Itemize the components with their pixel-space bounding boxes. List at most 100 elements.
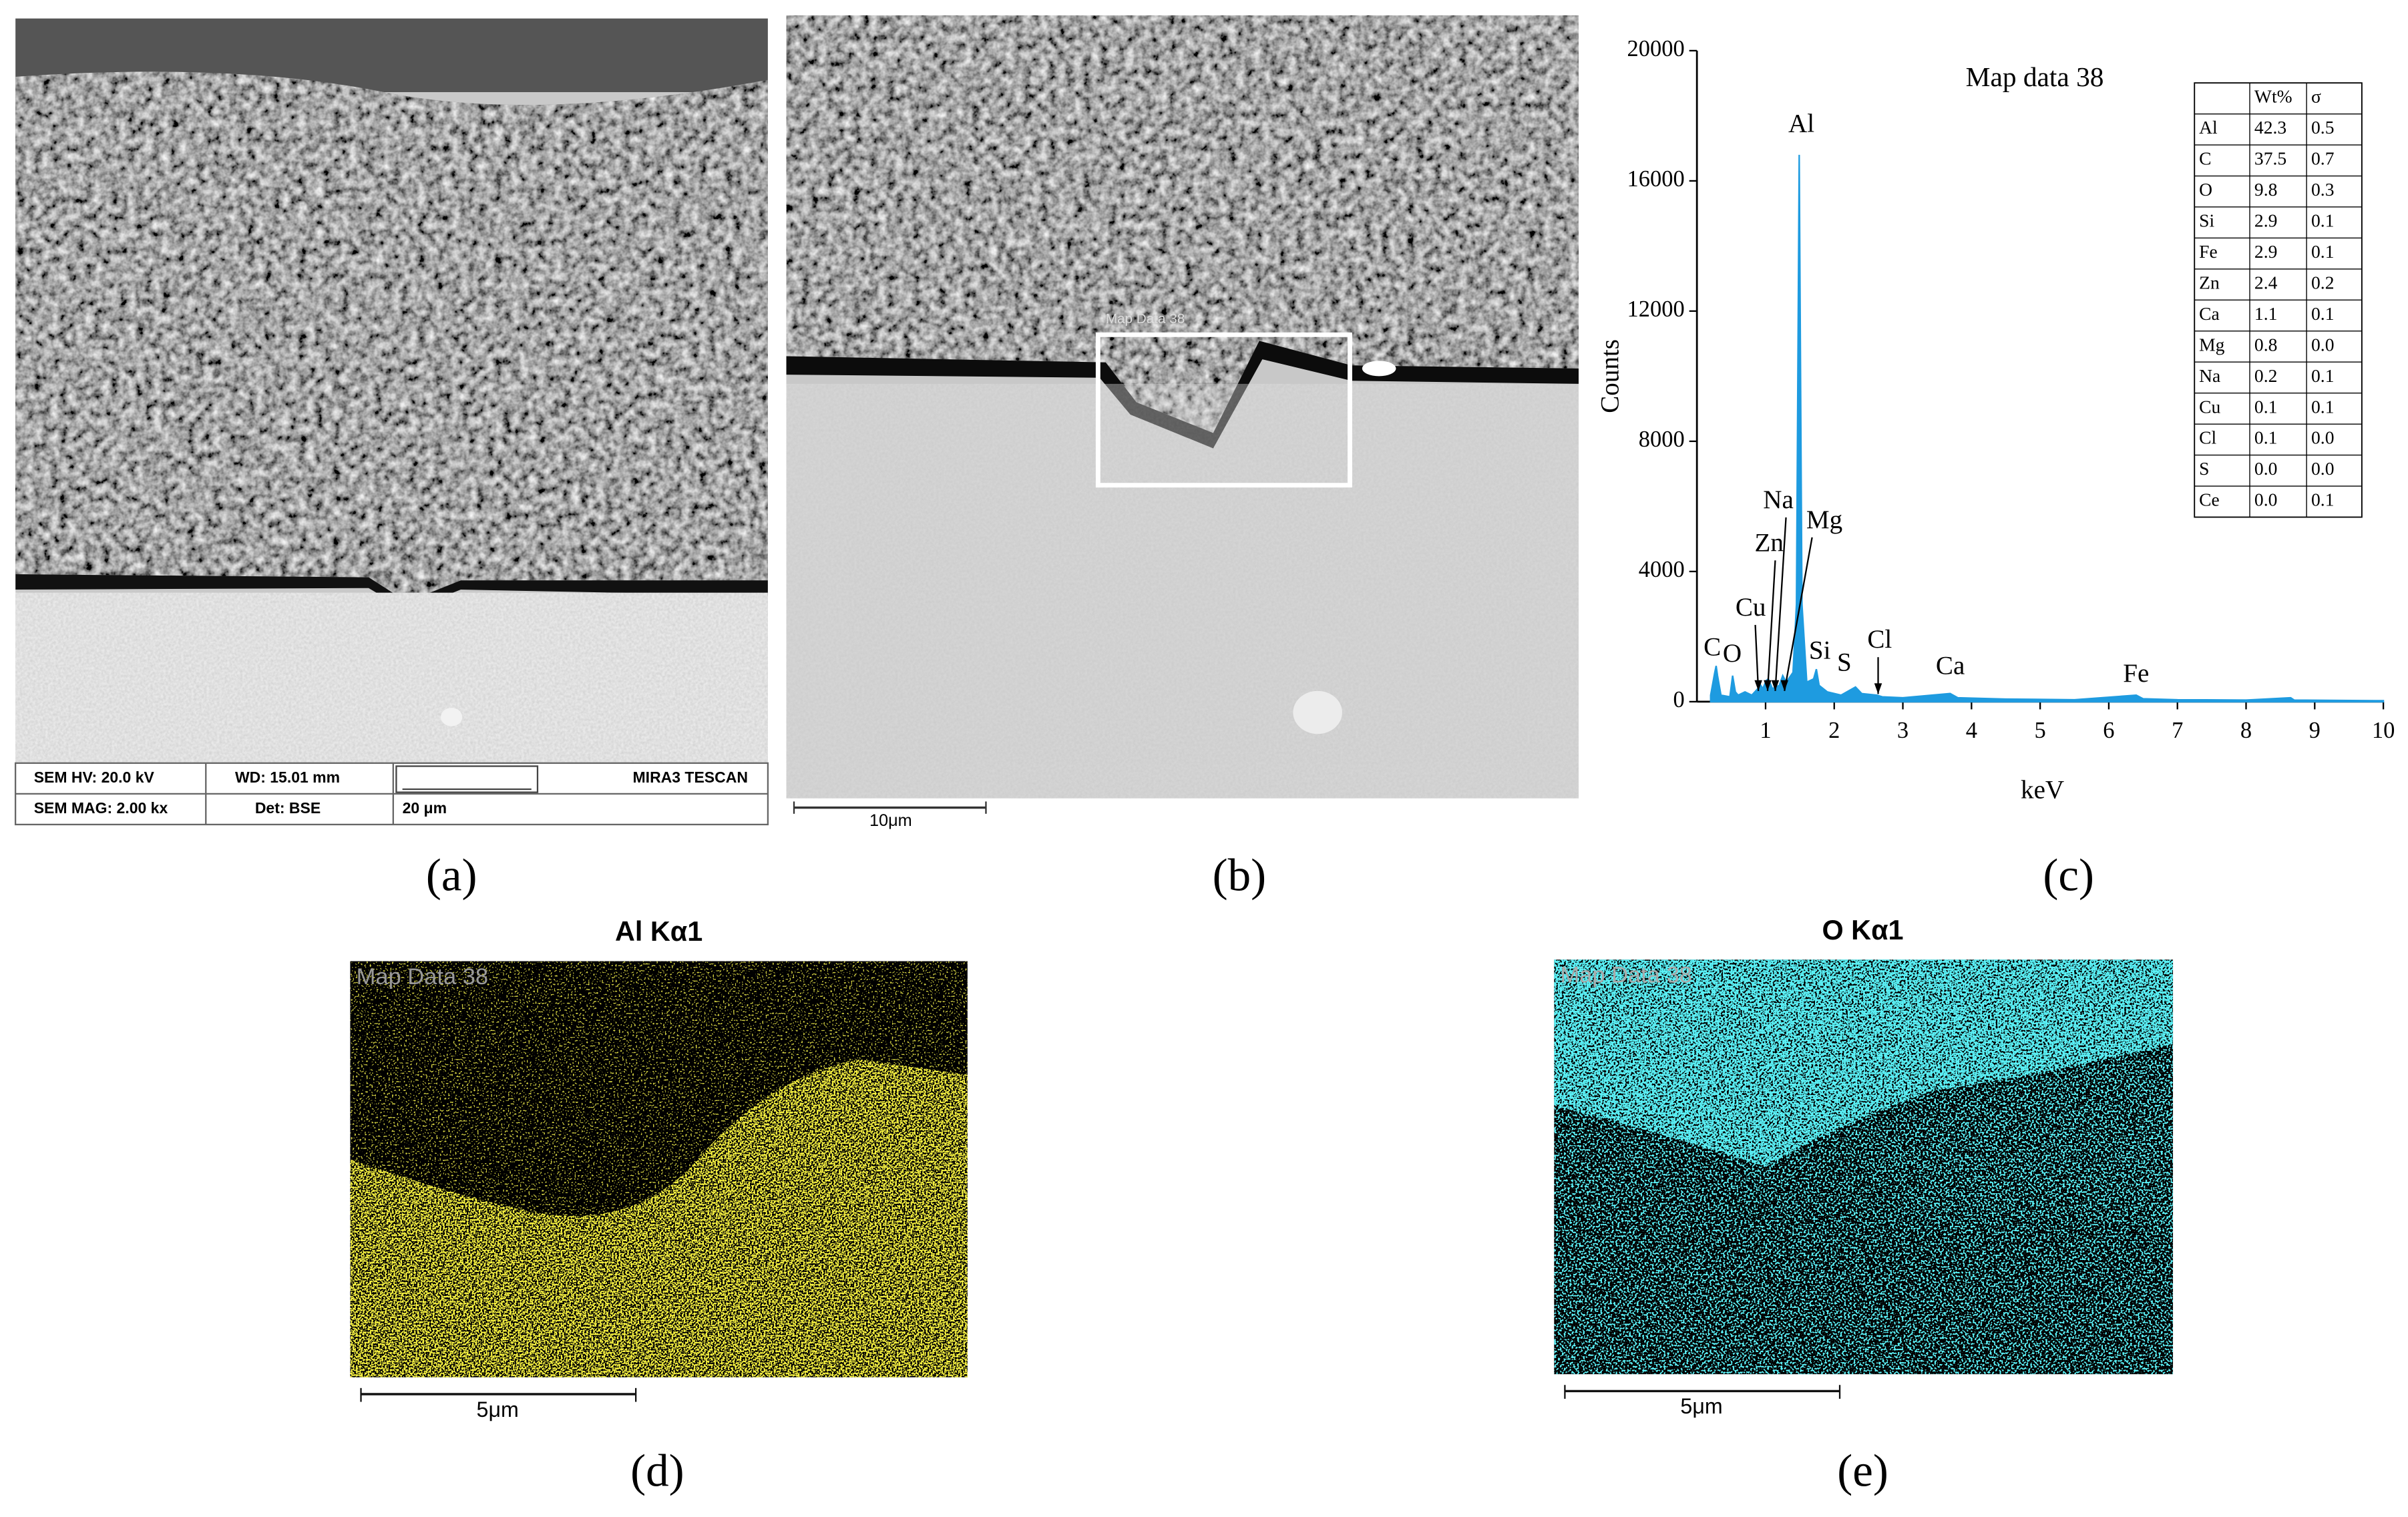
peak-label: Fe [2123, 659, 2149, 688]
table-cell: 42.3 [2254, 117, 2286, 138]
table-cell: 0.0 [2254, 458, 2277, 479]
table-cell: 0.0 [2311, 334, 2334, 355]
table-cell: 0.1 [2311, 396, 2334, 417]
eds-spectrum-chart: Map data 38 keV Counts 04000800012000160… [1596, 36, 2395, 805]
arrow-head [1754, 680, 1762, 691]
table-cell: Cl [2199, 427, 2216, 448]
table-cell: 1.1 [2254, 303, 2277, 324]
table-cell: 0.1 [2254, 427, 2277, 448]
arrow-head [1874, 683, 1882, 694]
panel-label: (b) [1213, 849, 1266, 900]
table-cell: 0.3 [2311, 179, 2334, 200]
table-cell: 0.8 [2254, 334, 2277, 355]
peak-arrow [1754, 624, 1760, 691]
info-text: 20 μm [403, 799, 447, 817]
x-tick-label: 8 [2240, 718, 2252, 743]
table-cell: Si [2199, 210, 2214, 231]
scale-label: 5μm [1680, 1394, 1722, 1418]
x-tick-label: 4 [1966, 718, 1977, 743]
peak-label: Si [1809, 636, 1831, 664]
table-cell: 0.5 [2311, 117, 2334, 138]
table-header: Wt% [2254, 86, 2292, 107]
sem-image-a [15, 18, 768, 763]
table-cell: 0.1 [2311, 241, 2334, 262]
peak-label: Cu [1736, 593, 1766, 622]
peak-label: C [1703, 633, 1721, 662]
scale-label: 5μm [477, 1397, 519, 1422]
x-tick-label: 9 [2309, 718, 2321, 743]
table-cell: Mg [2199, 334, 2225, 355]
panel-label: (e) [1837, 1446, 1888, 1496]
peak-arrow [1784, 537, 1813, 692]
table-cell: 0.1 [2311, 303, 2334, 324]
table-cell: 0.1 [2311, 210, 2334, 231]
table-cell: Ca [2199, 303, 2220, 324]
map-overlay: Map Data 38 [357, 964, 488, 990]
x-tick-label: 6 [2103, 718, 2114, 743]
info-text: MIRA3 TESCAN [633, 769, 748, 786]
info-text: SEM MAG: 2.00 kx [34, 799, 168, 817]
peak-label: Al [1788, 110, 1814, 138]
peak-label: O [1723, 639, 1742, 668]
peak-label: Zn [1755, 528, 1784, 557]
box-label: Map Data 38 [1106, 311, 1185, 327]
element-map-o: O Kα1 Map Data 38 5μm [1554, 915, 2174, 1418]
table-cell: 2.4 [2254, 272, 2278, 292]
peak-label: Cl [1867, 625, 1892, 654]
panel-label: (a) [426, 849, 477, 900]
table-cell: O [2199, 179, 2212, 200]
x-tick-label: 5 [2035, 718, 2046, 743]
table-cell: Zn [2199, 272, 2220, 292]
arrow-head [1780, 680, 1788, 691]
table-cell: 0.2 [2311, 272, 2334, 292]
table-cell: 0.1 [2254, 396, 2277, 417]
x-tick-label: 3 [1897, 718, 1909, 743]
y-tick-label: 12000 [1627, 296, 1685, 322]
x-tick-label: 10 [2372, 718, 2395, 743]
map-region-box [1095, 332, 1352, 488]
sem-image-b [786, 15, 1579, 799]
chart-title: Map data 38 [1966, 61, 2104, 92]
peak-label: Na [1763, 485, 1794, 514]
table-cell: Cu [2199, 396, 2220, 417]
table-cell: 0.1 [2311, 365, 2334, 386]
table-cell: Fe [2199, 241, 2218, 262]
y-tick-label: 20000 [1627, 36, 1685, 61]
peak-label: Ca [1936, 651, 1965, 680]
arrow-head [1771, 680, 1780, 691]
peak-arrow [1766, 560, 1776, 691]
table-cell: S [2199, 458, 2209, 479]
y-tick-label: 0 [1673, 687, 1685, 712]
table-cell: 2.9 [2254, 241, 2277, 262]
table-cell: 0.0 [2311, 458, 2334, 479]
element-map-al: Al Kα1 Map Data 38 5μm [350, 916, 968, 1422]
table-cell: 9.8 [2254, 179, 2277, 200]
peak-label: Mg [1806, 505, 1842, 534]
x-axis-label: keV [2021, 776, 2064, 805]
peak-label: S [1837, 648, 1852, 677]
y-tick-label: 16000 [1627, 166, 1685, 192]
y-tick-label: 8000 [1639, 427, 1685, 452]
x-tick-label: 7 [2172, 718, 2183, 743]
info-text: SEM HV: 20.0 kV [34, 769, 155, 786]
table-cell: C [2199, 148, 2211, 169]
table-cell: Ce [2199, 489, 2220, 510]
x-tick-label: 1 [1760, 718, 1771, 743]
map-title: O Kα1 [1822, 915, 1904, 945]
y-tick-label: 4000 [1639, 557, 1685, 582]
table-cell: 0.7 [2311, 148, 2334, 169]
table-cell: 2.9 [2254, 210, 2277, 231]
table-cell: 0.0 [2311, 427, 2334, 448]
table-cell: 37.5 [2254, 148, 2286, 169]
y-axis-label: Counts [1596, 339, 1625, 413]
sem-info-bar: SEM HV: 20.0 kV WD: 15.01 mm MIRA3 TESCA… [14, 762, 769, 826]
arrow-head [1764, 680, 1772, 691]
info-text: WD: 15.01 mm [235, 769, 340, 786]
panel-label: (c) [2043, 849, 2094, 900]
table-header: σ [2311, 86, 2321, 107]
table-cell: 0.2 [2254, 365, 2277, 386]
scale-label: 10μm [869, 811, 912, 830]
x-tick-label: 2 [1828, 718, 1840, 743]
